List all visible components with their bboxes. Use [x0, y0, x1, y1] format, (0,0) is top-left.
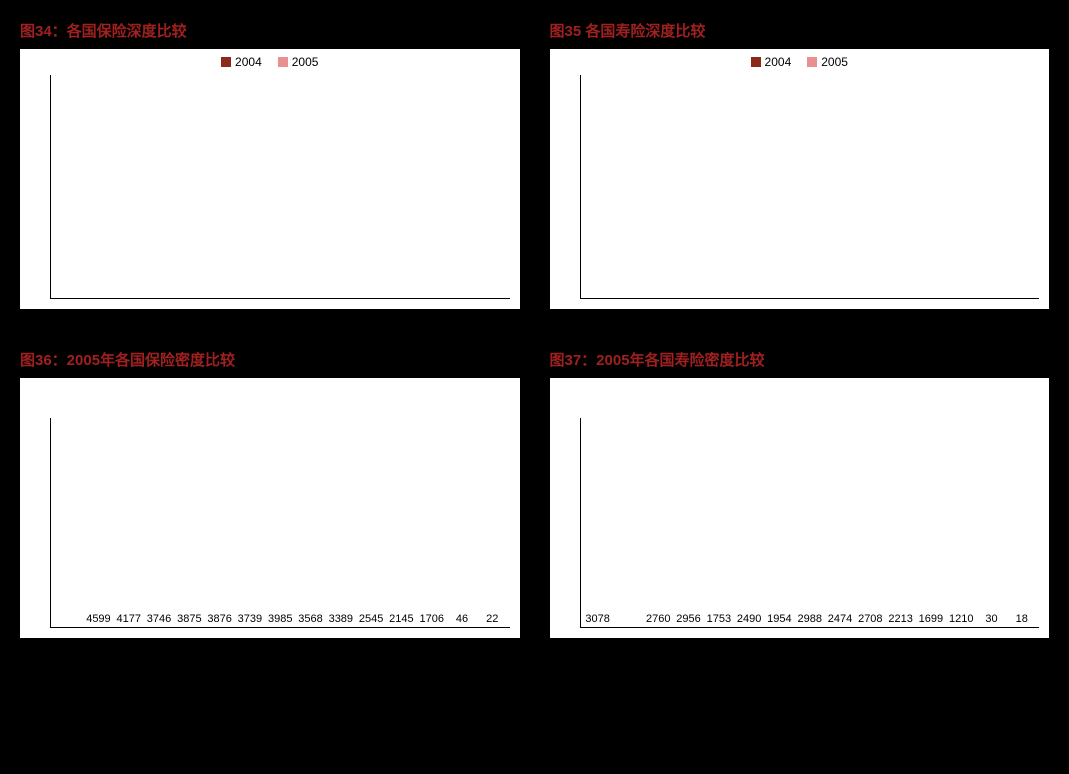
- bar-value-label: 2490: [737, 613, 761, 625]
- legend-item-2005-b: 2005: [807, 55, 848, 69]
- bars-chart36: 4599 4177 3746 3875 3876 3739 3985 3568 3389 2545…: [51, 418, 510, 627]
- chartbox-chart37: 3078 2760 2956 1753 2490 1954 2988 2474 2708 2213…: [550, 378, 1050, 638]
- title-chart37: 图37：2005年各国寿险密度比较: [550, 349, 1050, 370]
- bar-value-label: 3568: [298, 613, 322, 625]
- bar-value-label: 22: [486, 613, 498, 625]
- plot-chart35: [580, 75, 1040, 299]
- bar-value-label: 2988: [797, 613, 821, 625]
- panel-chart36: 图36：2005年各国保险密度比较 4599 4177 3746 3875 3876 37…: [20, 349, 520, 638]
- title-chart34: 图34：各国保险深度比较: [20, 20, 520, 41]
- bar-value-label: 4177: [116, 613, 140, 625]
- bar-value-label: 2760: [646, 613, 670, 625]
- bar-value-label: 18: [1016, 613, 1028, 625]
- bar-value-label: 46: [456, 613, 468, 625]
- bar-value-label: 3389: [329, 613, 353, 625]
- chartbox-chart35: 2004 2005: [550, 49, 1050, 309]
- bar-value-label: 30: [985, 613, 997, 625]
- swatch-2004: [221, 57, 231, 67]
- bar-value-label: 3739: [238, 613, 262, 625]
- bars-chart34: [51, 75, 510, 298]
- bar-value-label: 1954: [767, 613, 791, 625]
- legend-item-2004: 2004: [221, 55, 262, 69]
- bar-value-label: 2545: [359, 613, 383, 625]
- bar-value-label: 4599: [86, 613, 110, 625]
- bar-value-label: 3078: [585, 613, 609, 625]
- swatch-2005-b: [807, 57, 817, 67]
- plot-chart37: 3078 2760 2956 1753 2490 1954 2988 2474 2708 2213…: [580, 418, 1040, 628]
- panel-chart37: 图37：2005年各国寿险密度比较 3078 2760 2956 1753 2490 19…: [550, 349, 1050, 638]
- bar-value-label: 3985: [268, 613, 292, 625]
- chart-grid: 图34：各国保险深度比较 2004 2005 图35 各国寿险深度比较: [20, 20, 1049, 638]
- title-chart35: 图35 各国寿险深度比较: [550, 20, 1050, 41]
- legend-label-2005: 2005: [292, 55, 319, 69]
- plot-chart36: 4599 4177 3746 3875 3876 3739 3985 3568 3389 2545…: [50, 418, 510, 628]
- bars-chart35: [581, 75, 1040, 298]
- legend-chart35: 2004 2005: [550, 49, 1050, 75]
- bar-value-label: 1699: [919, 613, 943, 625]
- legend-label-2005-b: 2005: [821, 55, 848, 69]
- bar-value-label: 3876: [207, 613, 231, 625]
- bar-value-label: 3746: [147, 613, 171, 625]
- bar-value-label: 2956: [676, 613, 700, 625]
- chartbox-chart34: 2004 2005: [20, 49, 520, 309]
- bar-value-label: 2213: [888, 613, 912, 625]
- bar-value-label: 2474: [828, 613, 852, 625]
- bars-chart37: 3078 2760 2956 1753 2490 1954 2988 2474 2708 2213…: [581, 418, 1040, 627]
- legend-chart34: 2004 2005: [20, 49, 520, 75]
- swatch-2004-b: [751, 57, 761, 67]
- bar-value-label: 2708: [858, 613, 882, 625]
- panel-chart34: 图34：各国保险深度比较 2004 2005: [20, 20, 520, 309]
- bar-value-label: 1210: [949, 613, 973, 625]
- bar-value-label: 3875: [177, 613, 201, 625]
- swatch-2005: [278, 57, 288, 67]
- bar-value-label: 1706: [419, 613, 443, 625]
- legend-label-2004-b: 2004: [765, 55, 792, 69]
- title-chart36: 图36：2005年各国保险密度比较: [20, 349, 520, 370]
- bar-value-label: 1753: [707, 613, 731, 625]
- plot-chart34: [50, 75, 510, 299]
- legend-item-2005: 2005: [278, 55, 319, 69]
- panel-chart35: 图35 各国寿险深度比较 2004 2005: [550, 20, 1050, 309]
- legend-item-2004-b: 2004: [751, 55, 792, 69]
- bar-value-label: 2145: [389, 613, 413, 625]
- legend-label-2004: 2004: [235, 55, 262, 69]
- chartbox-chart36: 4599 4177 3746 3875 3876 3739 3985 3568 3389 2545…: [20, 378, 520, 638]
